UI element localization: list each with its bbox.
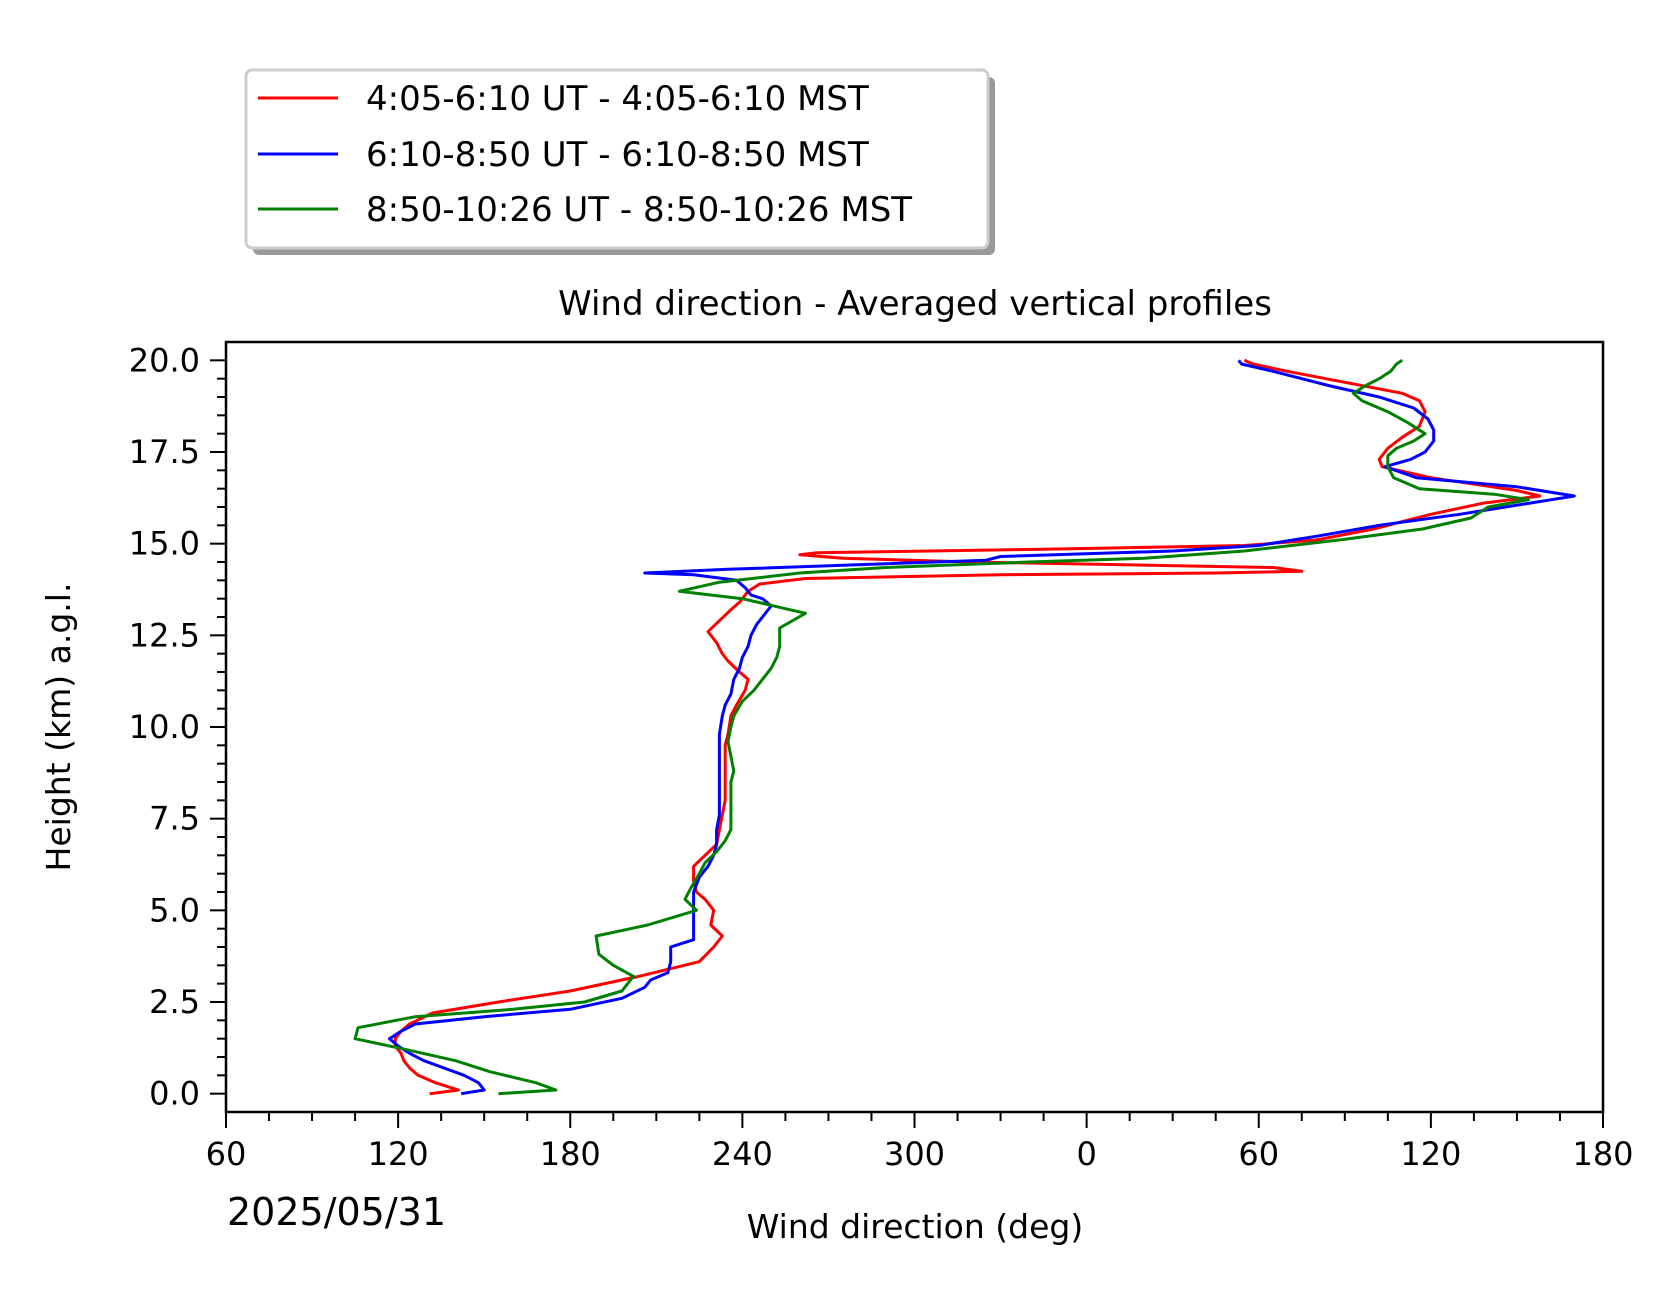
y-tick-label: 10.0 [129,708,200,746]
y-tick-label: 12.5 [129,616,200,654]
x-axis-ticks: 60 120 180 240 300 0 60 120 180 [206,1112,1634,1173]
y-tick-label: 5.0 [149,891,200,929]
x-tick-label: 60 [1238,1135,1279,1173]
x-tick-label: 60 [206,1135,247,1173]
chart-title: Wind direction - Averaged vertical profi… [558,284,1272,324]
legend-box [244,68,990,250]
x-tick-label: 0 [1076,1135,1096,1173]
y-tick-label: 0.0 [149,1075,200,1113]
y-tick-label: 20.0 [129,341,200,379]
series-line-3 [353,359,1530,1096]
y-tick-label: 7.5 [149,800,200,838]
series-line-1 [393,358,1542,1096]
legend-label-2: 6:10-8:50 UT - 6:10-8:50 MST [366,135,869,175]
x-axis-label: Wind direction (deg) [747,1207,1083,1246]
legend-label-1: 4:05-6:10 UT - 4:05-6:10 MST [366,79,869,119]
x-tick-label: 120 [368,1135,429,1173]
plot-frame [224,340,1605,1114]
x-tick-label: 180 [1572,1135,1633,1173]
y-tick-label: 17.5 [129,433,200,471]
x-tick-label: 120 [1400,1135,1461,1173]
legend-label-3: 8:50-10:26 UT - 8:50-10:26 MST [366,190,912,230]
y-axis-ticks: 0.0 2.5 5.0 7.5 10.0 12.5 15.0 17.5 20.0 [129,341,226,1113]
date-label: 2025/05/31 [227,1190,446,1234]
x-tick-label: 240 [712,1135,773,1173]
series-line-2 [388,359,1576,1096]
y-axis-label: Height (km) a.g.l. [39,583,78,872]
legend: 4:05-6:10 UT - 4:05-6:10 MST 6:10-8:50 U… [244,68,995,255]
x-tick-label: 180 [540,1135,601,1173]
y-tick-label: 15.0 [129,525,200,563]
y-tick-label: 2.5 [149,983,200,1021]
x-tick-label: 300 [884,1135,945,1173]
series-layer [353,358,1576,1096]
